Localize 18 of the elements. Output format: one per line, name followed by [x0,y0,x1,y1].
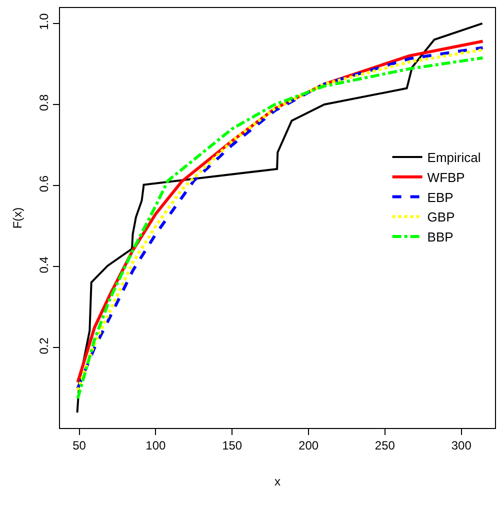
x-tick-label: 150 [222,438,242,452]
y-tick-label: 0.4 [37,256,52,274]
x-axis-title: x [274,474,280,488]
x-tick-label: 100 [146,438,166,452]
legend-label: GBP [427,210,455,225]
legend-label: EBP [427,190,454,205]
x-tick-label: 50 [72,438,86,452]
y-tick-label: 1.0 [37,12,52,30]
y-axis-title: F(x) [10,207,24,229]
x-tick-label: 200 [298,438,319,452]
legend-label: BBP [427,230,454,245]
y-tick-label: 0.2 [37,337,52,354]
x-tick-label: 300 [451,438,472,452]
legend-label: WFBP [427,170,465,185]
legend-label: Empirical [427,150,481,166]
x-tick-label: 250 [374,438,396,452]
y-tick-label: 0.8 [37,94,52,112]
y-tick-label: 0.6 [37,175,52,192]
